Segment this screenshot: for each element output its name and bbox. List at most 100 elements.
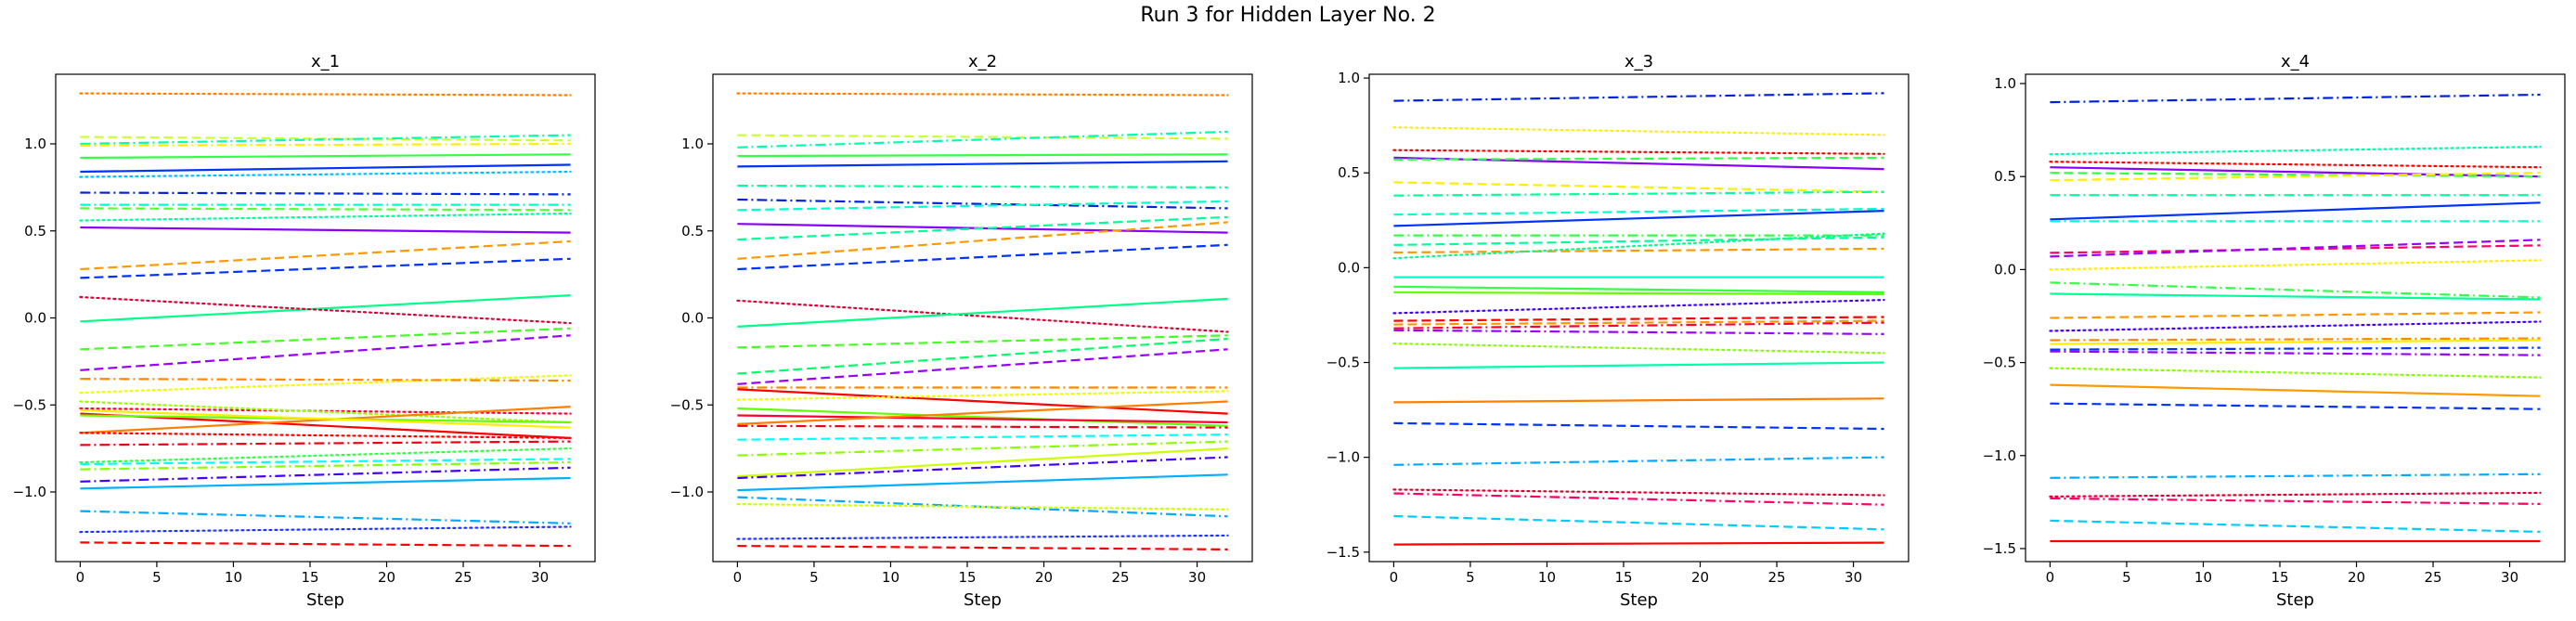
series-line-2-27 xyxy=(737,447,1228,478)
y-tick-label: 1.0 xyxy=(24,136,46,152)
x-axis-label-3: Step xyxy=(1620,590,1658,610)
series-line-2-6 xyxy=(737,184,1228,188)
series-line-2-29 xyxy=(737,473,1228,492)
series-line-1-18 xyxy=(80,334,571,371)
series-line-4-8 xyxy=(2050,201,2541,221)
x-axis-label-2: Step xyxy=(964,590,1002,610)
series-line-3-16 xyxy=(1393,291,1884,296)
series-line-4-2 xyxy=(2049,146,2542,156)
series-line-2-30 xyxy=(737,496,1228,518)
x-axis-label-1: Step xyxy=(306,590,344,610)
series-line-3-3 xyxy=(1392,149,1885,155)
series-line-3-6 xyxy=(1393,181,1884,193)
series-line-3-11 xyxy=(1393,236,1884,246)
y-tick-label: 1.0 xyxy=(1338,70,1360,86)
series-line-3-9 xyxy=(1393,207,1884,216)
series-line-3-26 xyxy=(1393,456,1884,466)
series-line-2-23 xyxy=(737,400,1228,425)
x-tick-label: 20 xyxy=(2348,569,2365,586)
series-line-2-5 xyxy=(737,160,1228,168)
y-tick-label: 0.0 xyxy=(24,310,46,327)
x-tick-label: 0 xyxy=(1390,569,1399,586)
series-line-3-24 xyxy=(1393,397,1884,404)
subplot-title-4: x_4 xyxy=(2281,52,2310,71)
series-line-3-29 xyxy=(1393,514,1884,531)
series-line-1-28 xyxy=(80,440,571,446)
series-line-4-15 xyxy=(2050,311,2541,319)
x-tick-label: 5 xyxy=(152,569,162,586)
series-line-3-1 xyxy=(1393,92,1884,102)
series-line-3-25 xyxy=(1393,421,1884,431)
x-tick-label: 20 xyxy=(1035,569,1053,586)
x-tick-label: 15 xyxy=(958,569,976,586)
series-line-4-26 xyxy=(2050,497,2541,505)
series-line-1-34 xyxy=(80,510,571,524)
x-tick-label: 10 xyxy=(225,569,242,586)
series-line-1-29 xyxy=(79,447,572,464)
series-line-2-2 xyxy=(737,134,1228,140)
series-line-4-19 xyxy=(2050,346,2541,351)
y-tick-label: −0.5 xyxy=(670,396,704,413)
series-line-1-3 xyxy=(80,134,571,146)
series-line-2-16 xyxy=(737,348,1228,385)
series-line-4-16 xyxy=(2049,320,2542,332)
y-tick-label: 0.0 xyxy=(681,310,704,327)
series-line-3-30 xyxy=(1393,541,1884,546)
series-line-1-6 xyxy=(80,163,571,174)
series-line-3-12 xyxy=(1393,247,1884,254)
series-line-1-31 xyxy=(80,461,571,471)
series-line-1-36 xyxy=(80,541,571,548)
series-line-4-20 xyxy=(2050,350,2541,356)
subplot-title-2: x_2 xyxy=(968,52,997,71)
series-line-4-1 xyxy=(2050,93,2541,104)
x-axis-label-4: Step xyxy=(2276,590,2314,610)
y-tick-label: 0.5 xyxy=(681,223,704,239)
series-line-4-27 xyxy=(2050,519,2541,533)
plot-frame-3 xyxy=(1368,73,1909,563)
series-line-2-22 xyxy=(737,414,1228,424)
series-line-1-22 xyxy=(79,400,572,424)
series-line-4-5 xyxy=(2050,172,2541,178)
series-line-4-11 xyxy=(2050,239,2541,258)
series-line-1-8 xyxy=(80,191,571,196)
x-tick-label: 10 xyxy=(882,569,900,586)
y-tick-label: −1.0 xyxy=(1983,447,2016,464)
x-tick-label: 25 xyxy=(1768,569,1786,586)
series-line-4-24 xyxy=(2050,472,2541,479)
y-tick-label: −1.0 xyxy=(670,484,704,500)
series-line-3-17 xyxy=(1392,299,1885,315)
y-tick-label: 1.0 xyxy=(1994,75,2016,92)
series-line-1-20 xyxy=(80,378,571,382)
series-line-4-12 xyxy=(2049,259,2542,271)
series-line-2-28 xyxy=(737,456,1228,480)
x-tick-label: 20 xyxy=(1691,569,1709,586)
series-line-2-32 xyxy=(736,534,1229,540)
series-line-1-15 xyxy=(80,294,571,323)
series-line-2-7 xyxy=(737,198,1228,210)
series-line-1-27 xyxy=(79,432,572,439)
series-line-2-11 xyxy=(737,221,1228,260)
series-line-4-18 xyxy=(2050,339,2541,345)
x-tick-label: 30 xyxy=(1188,569,1206,586)
series-line-3-22 xyxy=(1392,343,1885,355)
series-line-3-5 xyxy=(1393,156,1884,161)
y-tick-label: −1.0 xyxy=(13,484,46,500)
series-line-2-19 xyxy=(737,388,1228,415)
series-line-3-15 xyxy=(1393,285,1884,293)
y-tick-label: −1.5 xyxy=(1327,544,1360,561)
series-line-3-13 xyxy=(1392,232,1885,260)
series-line-2-3 xyxy=(737,130,1228,149)
series-line-2-21 xyxy=(737,407,1228,427)
y-tick-label: −1.5 xyxy=(1983,540,2016,557)
series-line-3-18 xyxy=(1393,316,1884,322)
series-line-1-12 xyxy=(79,212,572,222)
series-line-4-21 xyxy=(2049,367,2542,379)
series-line-2-4 xyxy=(737,153,1228,158)
series-line-2-17 xyxy=(737,337,1228,375)
y-tick-label: 0.5 xyxy=(24,223,46,239)
series-line-3-19 xyxy=(1393,319,1884,326)
figure-title: Run 3 for Hidden Layer No. 2 xyxy=(1140,4,1436,27)
series-line-2-31 xyxy=(736,502,1229,511)
y-tick-label: 0.0 xyxy=(1338,259,1360,276)
